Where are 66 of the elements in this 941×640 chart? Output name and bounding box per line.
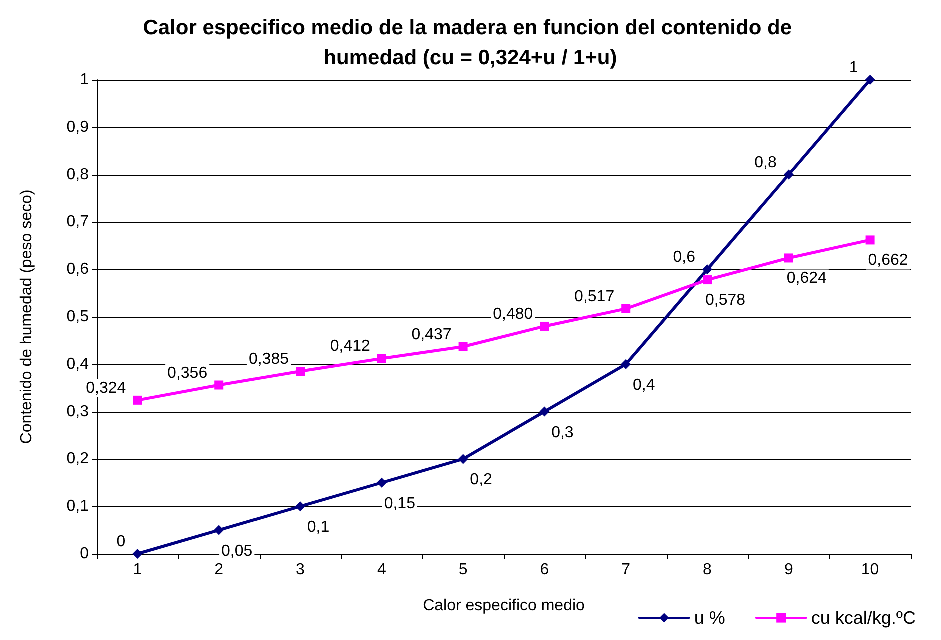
point xyxy=(376,478,387,488)
y-tick-label: 0,6 xyxy=(66,261,90,278)
y-tick-label: 0,5 xyxy=(66,308,90,326)
data-label: 0,3 xyxy=(552,424,574,442)
data-label: 0,385 xyxy=(248,351,290,368)
legend-label: u % xyxy=(694,608,726,628)
point xyxy=(784,170,794,180)
x-tick-label: 8 xyxy=(703,562,712,578)
point xyxy=(296,502,306,512)
y-tick-label: 0,4 xyxy=(66,356,90,373)
y-tick-label: 1 xyxy=(80,72,90,88)
y-tick-label: 0,9 xyxy=(66,118,90,136)
data-label: 0,4 xyxy=(632,376,656,394)
x-tick-label: 9 xyxy=(784,562,794,578)
data-label: 0,624 xyxy=(786,270,828,288)
point xyxy=(458,454,468,464)
data-label: 0,324 xyxy=(86,380,126,397)
data-label: 0,6 xyxy=(673,249,696,266)
chart-title: Calor especifico medio de la madera en funcion del contenido de humedad (cu = 0,324+u / 1+u) xyxy=(143,16,798,70)
point xyxy=(132,549,143,559)
data-label: 0,662 xyxy=(868,252,908,270)
data-label: 0,480 xyxy=(493,306,534,323)
y-tick-label: 0,8 xyxy=(66,166,90,184)
point xyxy=(133,396,142,405)
point xyxy=(540,322,550,331)
y-tick-label: 0 xyxy=(80,546,90,562)
data-label: 1 xyxy=(849,60,858,76)
x-tick-label: 4 xyxy=(377,562,386,578)
point xyxy=(377,354,386,364)
point xyxy=(214,380,224,390)
x-tick-label: 6 xyxy=(540,562,550,578)
data-label: 0,8 xyxy=(754,154,777,172)
x-tick-label: 7 xyxy=(622,562,631,578)
point xyxy=(458,342,468,352)
data-label: 0,2 xyxy=(470,472,493,489)
x-tick-label: 2 xyxy=(214,562,224,578)
data-label: 0,412 xyxy=(330,338,370,356)
x-tick-label: 1 xyxy=(133,562,142,578)
x-tick-label: 3 xyxy=(296,562,306,578)
data-label: 0,05 xyxy=(222,542,253,560)
point xyxy=(622,304,631,314)
point xyxy=(865,75,876,85)
point xyxy=(703,276,712,285)
x-tick-label: 10 xyxy=(861,562,880,578)
y-axis-title: Contenido de humedad (peso seco) xyxy=(18,190,36,444)
point xyxy=(866,236,875,245)
y-tick-label: 0,7 xyxy=(66,214,90,231)
point xyxy=(214,525,224,536)
data-label: 0,517 xyxy=(574,288,615,306)
data-label: 0,578 xyxy=(705,292,746,310)
data-label: 0,356 xyxy=(168,364,208,382)
point xyxy=(296,367,305,376)
data-label: 0,1 xyxy=(307,519,330,536)
point xyxy=(702,264,712,275)
data-label: 0,15 xyxy=(384,495,416,512)
y-tick-label: 0,3 xyxy=(66,403,90,420)
y-tick-label: 0,1 xyxy=(66,498,90,516)
legend-label: cu kcal/kg.ºC xyxy=(811,608,916,628)
data-label: 0,437 xyxy=(412,326,452,344)
point xyxy=(784,254,794,263)
point xyxy=(621,359,632,370)
x-tick-label: 5 xyxy=(458,562,468,578)
point xyxy=(540,406,550,417)
y-tick-label: 0,2 xyxy=(66,450,90,468)
data-label: 0 xyxy=(116,534,126,550)
x-axis-title: Calor especifico medio xyxy=(423,598,586,614)
